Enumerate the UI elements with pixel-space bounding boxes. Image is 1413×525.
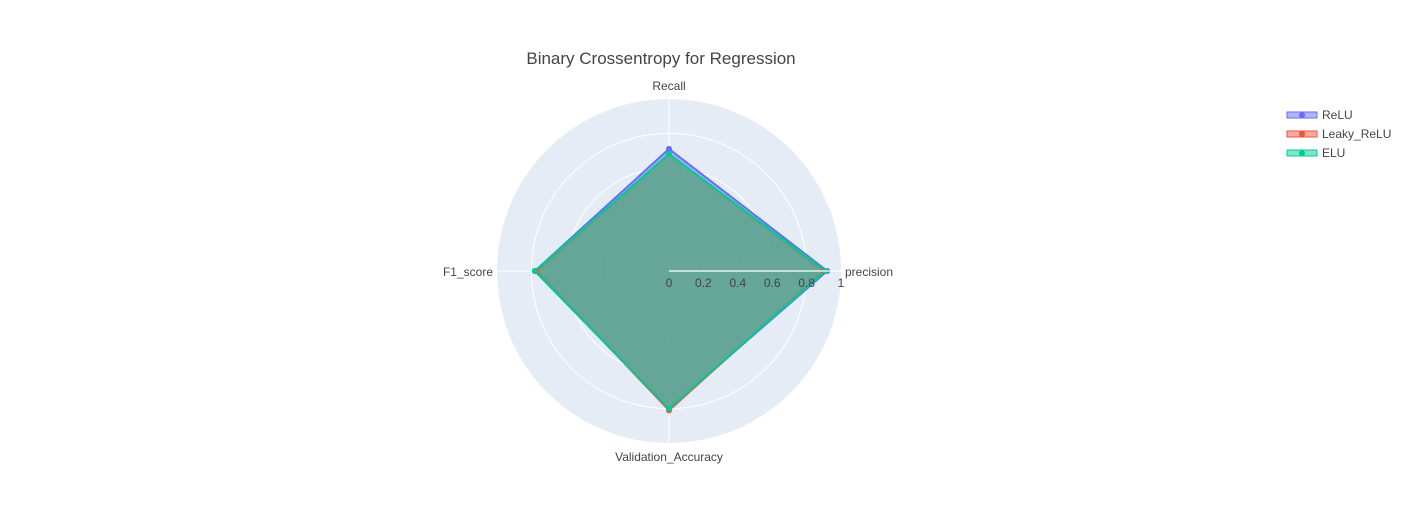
axis-label-precision: precision (845, 265, 893, 279)
data-point-relu-recall[interactable] (666, 145, 672, 152)
axis-label-recall: Recall (652, 79, 685, 93)
radial-tick-label: 0.8 (798, 276, 815, 290)
legend-label: ELU (1322, 146, 1345, 160)
legend-marker (1299, 112, 1305, 118)
radial-tick-label: 0.6 (764, 276, 781, 290)
legend-label: ReLU (1322, 108, 1353, 122)
chart-title: Binary Crossentropy for Regression (526, 49, 795, 68)
legend-item-elu[interactable]: ELU (1286, 146, 1345, 160)
legend-marker (1299, 131, 1305, 137)
angular-axis-labels: precision Recall F1_score Validation_Accura… (443, 79, 893, 464)
legend-item-leaky-relu[interactable]: Leaky_ReLU (1286, 127, 1391, 141)
legend-marker (1299, 150, 1305, 156)
axis-label-f1-score: F1_score (443, 265, 493, 279)
legend-item-relu[interactable]: ReLU (1286, 108, 1353, 122)
data-point-elu-recall[interactable] (666, 151, 672, 158)
axis-label-validation-accuracy: Validation_Accuracy (615, 450, 723, 464)
data-point-elu-f1-score[interactable] (531, 268, 538, 274)
radial-tick-label: 0 (666, 276, 673, 290)
radial-tick-label: 1 (838, 276, 845, 290)
legend-label: Leaky_ReLU (1322, 127, 1391, 141)
radial-tick-label: 0.2 (695, 276, 712, 290)
legend[interactable]: ReLU Leaky_ReLU ELU (1286, 108, 1391, 160)
radial-axis: 0 0.2 0.4 0.6 0.8 1 (666, 270, 845, 290)
radial-tick-label: 0.4 (729, 276, 746, 290)
data-point-elu-validation-accuracy[interactable] (666, 405, 672, 412)
